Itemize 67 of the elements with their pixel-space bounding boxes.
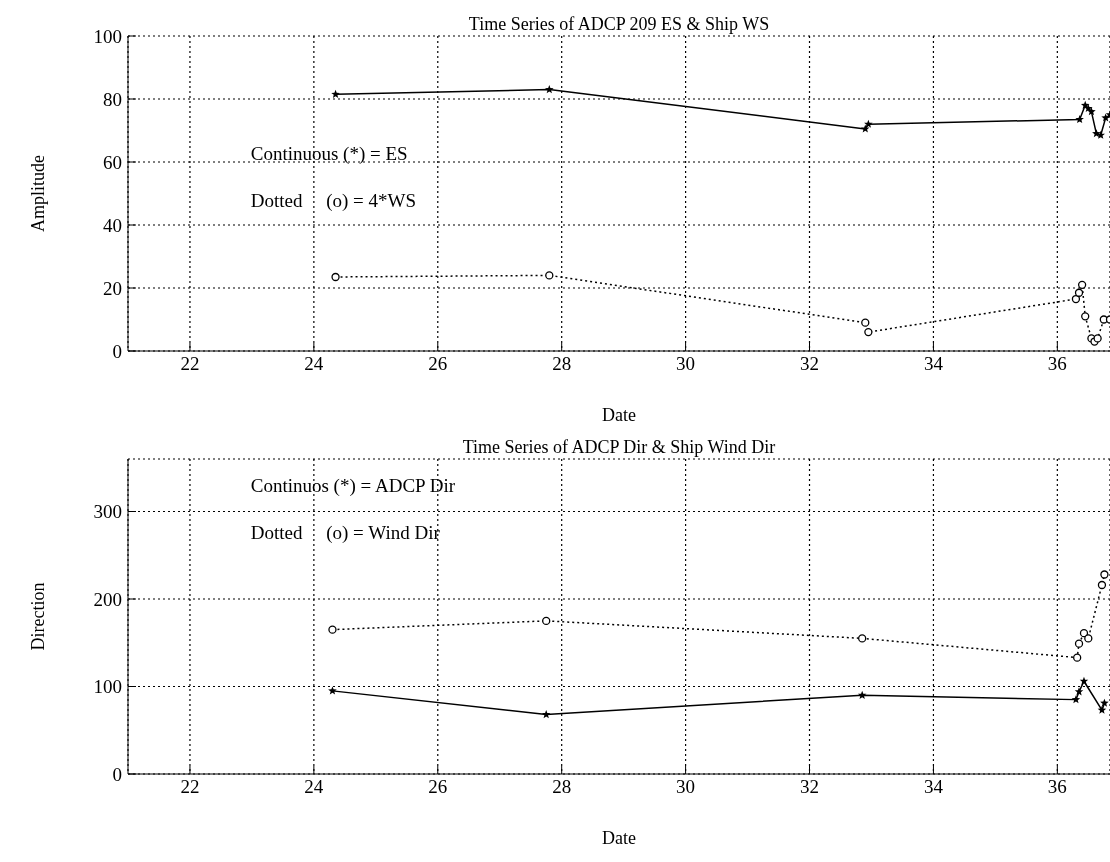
point (1097, 580, 1107, 590)
x-tick-label: 26 (428, 776, 448, 798)
x-tick-label: 28 (552, 776, 572, 798)
point (1079, 628, 1089, 638)
point (1100, 570, 1109, 579)
annotation: Continuos (*) = ADCP Dir (250, 474, 455, 497)
y-tick-label: 100 (93, 25, 122, 47)
x-tick-label: 34 (923, 353, 944, 375)
x-tick-label: 30 (676, 353, 696, 375)
point (861, 318, 870, 327)
y-tick-label: 40 (103, 214, 122, 236)
point (328, 686, 337, 695)
point (860, 124, 870, 133)
x-tick-label: 34 (923, 776, 944, 798)
x-tick-label: 24 (304, 353, 324, 375)
x-tick-label: 22 (180, 776, 200, 798)
point (1073, 653, 1082, 662)
x-axis-title: Date (602, 828, 636, 848)
point (1087, 107, 1096, 116)
point (1074, 288, 1084, 297)
point (1071, 695, 1081, 704)
annotation: Dotted (o) = Wind Dir (250, 522, 440, 544)
x-tick-label: 26 (428, 353, 448, 375)
point (331, 272, 340, 282)
annotation: Dotted (o) = 4*WS (250, 190, 417, 213)
point (1074, 687, 1084, 696)
chart-title: Time Series of ADCP Dir & Ship Wind Dir (462, 437, 776, 457)
point (545, 271, 554, 280)
chart-title: Time Series of ADCP 209 ES & Ship WS (468, 14, 770, 34)
y-axis-title: Direction (28, 582, 49, 651)
point (1077, 280, 1087, 289)
point (328, 625, 337, 634)
point (1075, 114, 1084, 124)
point (1092, 129, 1101, 138)
y-axis-title: Amplitude (28, 155, 49, 232)
x-tick-label: 36 (1047, 776, 1067, 798)
x-tick-label: 36 (1047, 353, 1067, 375)
point (542, 616, 551, 626)
point (857, 690, 867, 699)
point (541, 710, 551, 719)
x-tick-label: 30 (676, 776, 696, 798)
point (864, 327, 873, 337)
y-tick-label: 60 (103, 151, 122, 173)
point (331, 89, 340, 98)
point (1081, 312, 1090, 321)
y-tick-label: 20 (103, 277, 122, 299)
point (1071, 294, 1081, 304)
y-tick-label: 0 (112, 340, 122, 362)
x-tick-label: 28 (552, 353, 572, 375)
y-tick-label: 200 (93, 588, 122, 610)
x-tick-label: 32 (800, 353, 820, 375)
annotation: Continuous (*) = ES (250, 143, 408, 166)
point (864, 119, 873, 128)
x-tick-label: 24 (304, 776, 324, 798)
point (1074, 639, 1084, 648)
point (545, 85, 554, 94)
y-tick-label: 100 (93, 676, 122, 698)
y-tick-label: 300 (93, 501, 122, 523)
point (1084, 634, 1093, 643)
point (1100, 698, 1109, 707)
x-axis-title: Date (602, 405, 636, 425)
y-tick-label: 80 (103, 88, 122, 110)
point (1101, 113, 1110, 122)
x-tick-label: 32 (800, 776, 820, 798)
y-tick-label: 0 (112, 763, 122, 785)
point (858, 634, 867, 643)
x-tick-label: 22 (180, 353, 200, 375)
